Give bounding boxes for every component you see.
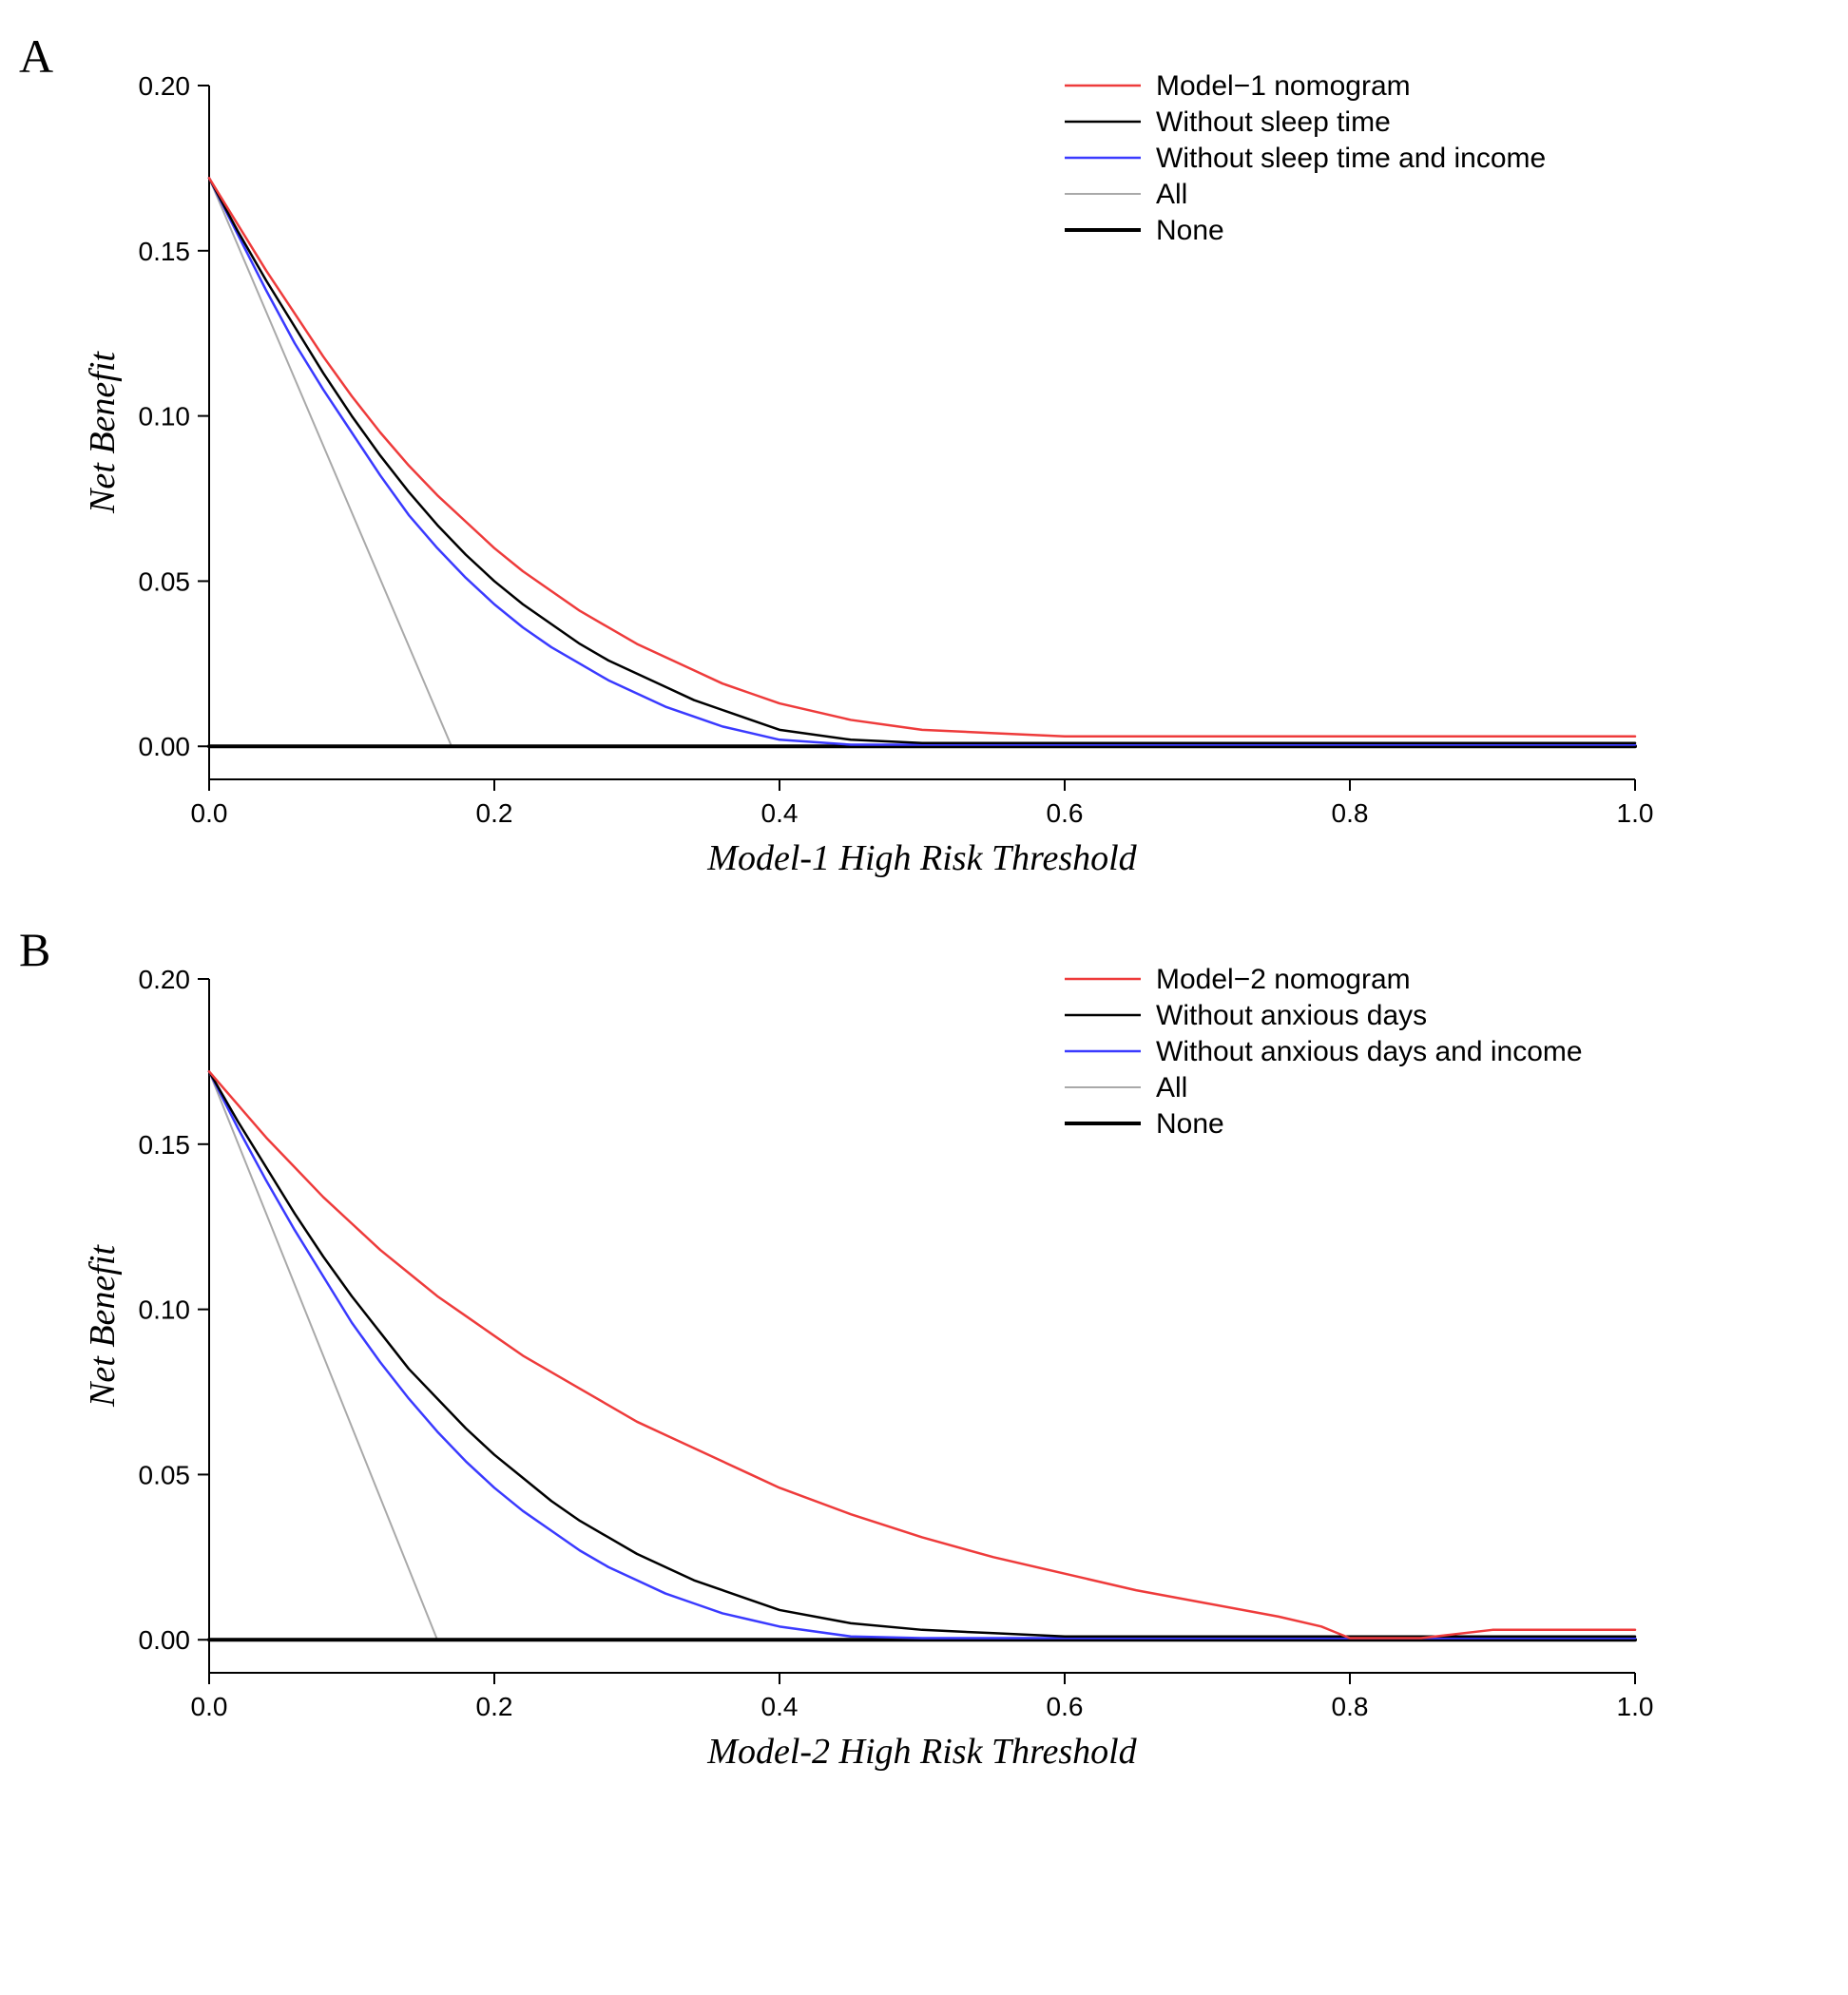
panel-a-plot-wrapper: 0.0 0.2 0.4 0.6 0.8 1.0 0.00 0.05 0.10 0.15 0.20 Mo… <box>76 29 1848 884</box>
legend-label: Model−1 nomogram <box>1156 70 1411 102</box>
x-tick-label: 0.0 <box>191 1692 228 1721</box>
x-tick-label: 0.4 <box>761 1692 799 1721</box>
y-tick-label: 0.15 <box>139 1130 191 1160</box>
x-tick-label: 0.8 <box>1332 798 1369 828</box>
series-without-sleep-income <box>209 178 1635 744</box>
x-tick-label: 0.2 <box>476 1692 513 1721</box>
panel-a: A 0.0 0.2 0.4 0.6 0.8 1.0 0.00 0.05 0.10 0.15 0.20… <box>19 29 1848 884</box>
series-without-sleep <box>209 178 1635 742</box>
series-without-anxious <box>209 1071 1635 1636</box>
y-tick-label: 0.15 <box>139 237 191 266</box>
panel-b-label: B <box>19 922 50 977</box>
y-tick-label: 0.20 <box>139 965 191 994</box>
legend-label: Without sleep time <box>1156 106 1391 138</box>
series-model2-nomogram <box>209 1071 1635 1638</box>
y-tick-label: 0.05 <box>139 1460 191 1489</box>
series-all <box>209 1071 437 1640</box>
y-axis-title: Net Benefit <box>83 351 123 514</box>
x-tick-label: 0.0 <box>191 798 228 828</box>
x-tick-label: 0.6 <box>1047 798 1084 828</box>
panel-b-svg: 0.0 0.2 0.4 0.6 0.8 1.0 0.00 0.05 0.10 0.15 0.20 Mo… <box>76 922 1692 1777</box>
x-axis-title: Model-2 High Risk Threshold <box>706 1732 1137 1772</box>
y-tick-label: 0.10 <box>139 402 191 432</box>
y-tick-label: 0.10 <box>139 1295 191 1325</box>
x-tick-label: 1.0 <box>1617 1692 1654 1721</box>
x-tick-label: 0.4 <box>761 798 799 828</box>
legend-label: Without anxious days and income <box>1156 1036 1583 1067</box>
series-without-anxious-income <box>209 1071 1635 1638</box>
legend-label: None <box>1156 215 1224 246</box>
y-axis-title: Net Benefit <box>83 1244 123 1408</box>
legend-label: Model−2 nomogram <box>1156 964 1411 995</box>
legend-label: All <box>1156 179 1187 210</box>
legend-label: Without anxious days <box>1156 1000 1427 1031</box>
panel-b-plot-wrapper: 0.0 0.2 0.4 0.6 0.8 1.0 0.00 0.05 0.10 0.15 0.20 Mo… <box>76 922 1848 1777</box>
x-axis-title: Model-1 High Risk Threshold <box>706 838 1137 878</box>
series-all <box>209 178 452 746</box>
y-tick-label: 0.20 <box>139 71 191 101</box>
panel-a-label: A <box>19 29 53 84</box>
y-tick-label: 0.00 <box>139 1625 191 1655</box>
x-tick-label: 1.0 <box>1617 798 1654 828</box>
x-tick-label: 0.6 <box>1047 1692 1084 1721</box>
y-tick-label: 0.05 <box>139 566 191 596</box>
y-tick-label: 0.00 <box>139 732 191 761</box>
x-tick-label: 0.8 <box>1332 1692 1369 1721</box>
x-tick-label: 0.2 <box>476 798 513 828</box>
legend-label: Without sleep time and income <box>1156 143 1546 174</box>
panel-b: B 0.0 0.2 0.4 0.6 0.8 1.0 0.00 0.05 0.10 0.15 0.20… <box>19 922 1848 1777</box>
legend-label: All <box>1156 1072 1187 1103</box>
series-model1-nomogram <box>209 178 1635 736</box>
legend-label: None <box>1156 1108 1224 1140</box>
figure-container: A 0.00.20.40.60.81.00.000.050.100.150.20… <box>19 29 1848 1777</box>
panel-a-svg: 0.0 0.2 0.4 0.6 0.8 1.0 0.00 0.05 0.10 0.15 0.20 Mo… <box>76 29 1692 884</box>
